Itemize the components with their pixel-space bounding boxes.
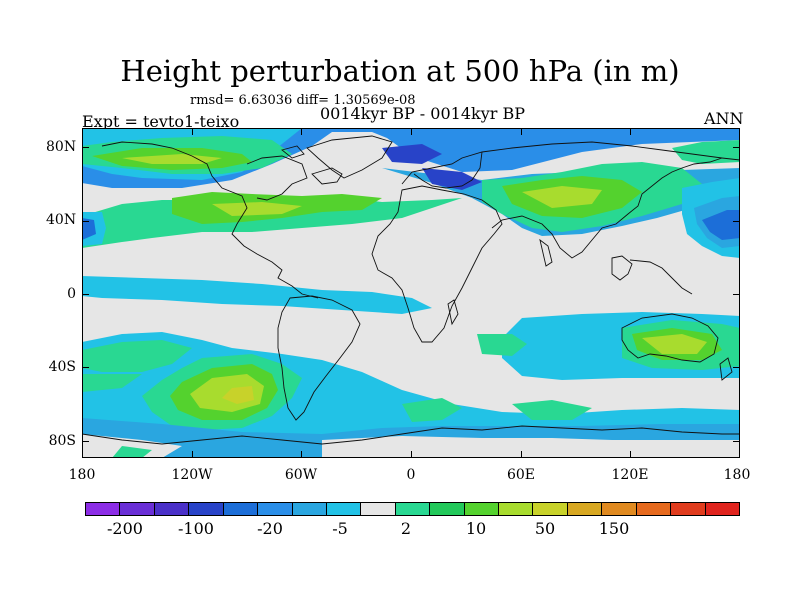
colorbar-label: 50: [534, 519, 556, 538]
colorbar-swatch: [671, 503, 706, 515]
colorbar-swatch: [326, 503, 362, 515]
colorbar-swatch: [705, 503, 740, 515]
colorbar-swatch: [602, 503, 637, 515]
contour-fields: [82, 128, 740, 458]
plot-title: Height perturbation at 500 hPa (in m): [120, 54, 680, 88]
y-tickmark: [82, 367, 89, 368]
colorbar-label: 2: [400, 519, 412, 538]
colorbar-swatch: [223, 503, 259, 515]
x-tickmark: [192, 451, 193, 458]
colorbar-swatch: [361, 503, 396, 515]
y-tickmark: [82, 221, 89, 222]
colorbar-label: -20: [257, 519, 283, 538]
colorbar-swatch: [292, 503, 327, 515]
y-tick-label: 40N: [46, 212, 77, 228]
y-tickmark: [733, 367, 740, 368]
y-tickmark: [733, 147, 740, 148]
colorbar-swatch: [636, 503, 672, 515]
x-tickmark: [630, 128, 631, 135]
x-tickmark: [192, 128, 193, 135]
season-label: ANN: [704, 109, 744, 128]
x-tick-label: 0: [406, 467, 416, 483]
colorbar-label: -200: [107, 519, 143, 538]
x-tick-label: 180: [68, 467, 96, 483]
x-tickmark: [521, 128, 522, 135]
colorbar-swatch: [154, 503, 190, 515]
x-tickmark: [301, 128, 302, 135]
y-tick-label: 80S: [48, 433, 76, 449]
y-tickmark: [733, 294, 740, 295]
colorbar-label: -5: [332, 519, 348, 538]
colorbar-swatch: [258, 503, 293, 515]
y-tickmark: [82, 294, 89, 295]
colorbar: [85, 502, 740, 516]
x-tick-label: 120E: [611, 467, 649, 483]
x-tickmark: [411, 451, 412, 458]
y-tickmark: [733, 221, 740, 222]
y-tickmark: [733, 441, 740, 442]
y-tick-label: 40S: [48, 359, 76, 375]
colorbar-swatch: [395, 503, 431, 515]
coastlines: [82, 135, 740, 445]
experiment-label: Expt = tevto1-teixo: [82, 112, 240, 131]
x-tickmark: [301, 451, 302, 458]
y-tickmark: [82, 441, 89, 442]
colorbar-swatch: [533, 503, 568, 515]
height-perturbation-map: [82, 128, 740, 458]
x-tick-label: 60E: [506, 467, 536, 483]
x-tick-label: 180: [723, 467, 751, 483]
x-tickmark: [411, 128, 412, 135]
x-tick-label: 120W: [171, 467, 213, 483]
x-tickmark: [630, 451, 631, 458]
y-tick-label: 0: [67, 286, 76, 302]
y-tickmark: [82, 147, 89, 148]
colorbar-label: -100: [178, 519, 214, 538]
map-frame: [82, 128, 740, 458]
period-text: 0014kyr BP - 0014kyr BP: [320, 104, 525, 123]
colorbar-swatch: [86, 503, 121, 515]
colorbar-swatch: [189, 503, 224, 515]
stats-text: rmsd= 6.63036 diff= 1.30569e-08: [190, 93, 416, 108]
colorbar-swatch: [567, 503, 603, 515]
x-tickmark: [521, 451, 522, 458]
colorbar-label: 10: [465, 519, 487, 538]
colorbar-swatch: [464, 503, 500, 515]
y-tick-label: 80N: [46, 139, 77, 155]
colorbar-swatch: [499, 503, 534, 515]
colorbar-label: 150: [598, 519, 630, 538]
map-svg: [82, 128, 740, 458]
colorbar-swatch: [430, 503, 465, 515]
colorbar-swatch: [120, 503, 155, 515]
x-tick-label: 60W: [284, 467, 318, 483]
